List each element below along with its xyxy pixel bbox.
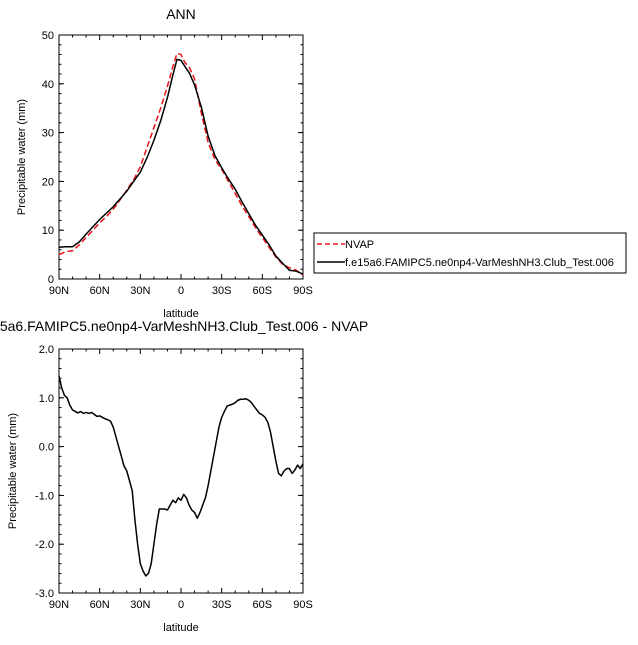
bottom-y-tick-label: -1.0 xyxy=(35,490,54,502)
top-x-tick-label: 90S xyxy=(293,285,313,297)
top-x-tick-label: 60N xyxy=(90,285,110,297)
bottom-x-tick-label: 60S xyxy=(253,599,273,611)
bottom-x-tick-label: 0 xyxy=(178,599,184,611)
bottom-y-tick-label: -3.0 xyxy=(35,588,54,600)
top-x-tick-label: 90N xyxy=(49,285,69,297)
bottom-x-tick-label: 60N xyxy=(90,599,110,611)
top-x-axis-label: latitude xyxy=(163,308,198,320)
bottom-x-tick-label: 90S xyxy=(293,599,313,611)
bottom-series-lines xyxy=(58,375,304,577)
top-y-tick-label: 30 xyxy=(42,128,54,140)
top-x-tick-label: 30S xyxy=(212,285,232,297)
bottom-x-tick-label: 90N xyxy=(49,599,69,611)
legend-label-model: f.e15a6.FAMIPC5.ne0np4-VarMeshNH3.Club_T… xyxy=(345,257,614,269)
top-series-lines xyxy=(58,52,304,276)
legend-label-nvap: NVAP xyxy=(345,239,374,251)
top-axis-ticks: 90N 60N 30N 0 30S 60S 90S 0 10 20 30 40 50 xyxy=(42,30,313,297)
bottom-chart-title: 5a6.FAMIPC5.ne0np4-VarMeshNH3.Club_Test.… xyxy=(0,318,368,334)
bottom-y-tick-label: -2.0 xyxy=(35,539,54,551)
top-y-axis-label: Precipitable water (mm) xyxy=(16,99,28,215)
top-x-tick-label: 30N xyxy=(130,285,150,297)
legend-box xyxy=(313,232,627,274)
bottom-y-axis-label: Precipitable water (mm) xyxy=(7,413,19,529)
top-series-line-2 xyxy=(58,58,304,275)
top-y-tick-label: 10 xyxy=(42,225,54,237)
bottom-panel: 5a6.FAMIPC5.ne0np4-VarMeshNH3.Club_Test.… xyxy=(0,318,368,634)
top-y-tick-label: 0 xyxy=(48,274,54,286)
bottom-plot-frame xyxy=(58,348,304,594)
bottom-y-tick-label: 0.0 xyxy=(39,442,54,454)
top-chart-title: ANN xyxy=(166,6,196,22)
top-x-tick-label: 60S xyxy=(253,285,273,297)
top-y-tick-label: 20 xyxy=(42,176,54,188)
bottom-x-tick-label: 30N xyxy=(130,599,150,611)
bottom-y-tick-label: 2.0 xyxy=(39,344,54,356)
top-series-line-1 xyxy=(58,52,304,276)
top-x-tick-label: 0 xyxy=(178,285,184,297)
bottom-x-axis-label: latitude xyxy=(163,622,198,634)
top-panel: ANN 90N 60N 30N 0 30S 60S 90S 0 10 20 30 40 50 latit… xyxy=(16,6,313,320)
top-y-tick-label: 40 xyxy=(42,79,54,91)
bottom-x-tick-label: 30S xyxy=(212,599,232,611)
bottom-axis-ticks: 90N 60N 30N 0 30S 60S 90S -3.0 -2.0 -1.0 0.0 1.0 2.0 xyxy=(35,344,313,611)
top-y-tick-label: 50 xyxy=(42,30,54,42)
top-legend: NVAP f.e15a6.FAMIPC5.ne0np4-VarMeshNH3.C… xyxy=(313,232,627,274)
bottom-y-tick-label: 1.0 xyxy=(39,393,54,405)
bottom-series-line-1 xyxy=(58,375,304,577)
